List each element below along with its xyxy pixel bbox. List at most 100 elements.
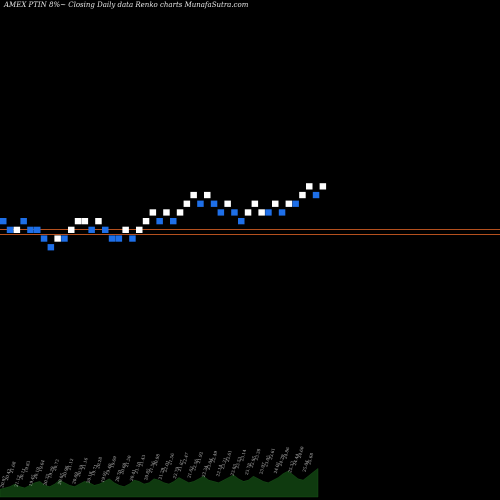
tick-label: 23.78 [244, 462, 252, 475]
renko-brick-down [238, 218, 245, 225]
tick-label: 20.73 [52, 458, 60, 471]
tick-label: 23.14 [239, 449, 247, 462]
renko-brick-down [292, 200, 299, 207]
tick-label: 25.68 [306, 452, 314, 465]
renko-brick-up [142, 218, 150, 225]
tick-label: 19.64 [38, 459, 46, 472]
tick-label: 20.85 [143, 468, 151, 481]
tick-label: 21.43 [138, 454, 146, 467]
renko-brick-down [88, 226, 95, 233]
tick-label: 24.29 [278, 454, 286, 467]
renko-brick-down [27, 226, 34, 233]
renko-brick-down [156, 218, 163, 225]
tick-label: 20.39 [76, 464, 84, 477]
renko-brick-up [306, 183, 313, 190]
renko-brick-down [6, 226, 14, 233]
tick-label: 21.87 [177, 459, 185, 472]
renko-brick-up [81, 218, 89, 225]
tick-label: 21.12 [14, 474, 22, 487]
tick-label: 22.56 [191, 458, 199, 471]
tick-label: 22.47 [182, 452, 190, 465]
renko-brick-up [319, 183, 327, 190]
tick-label: 23.03 [230, 463, 238, 476]
tick-label: 22.01 [162, 460, 170, 473]
tick-label: 19.71 [90, 463, 98, 476]
renko-brick-down [20, 218, 27, 225]
renko-brick-up [163, 209, 170, 216]
renko-brick-up [244, 209, 252, 216]
renko-brick-up [136, 226, 143, 233]
tick-label: 23.53 [234, 456, 242, 469]
tick-label: 23.61 [268, 447, 276, 460]
tick-label: 20.41 [129, 468, 137, 481]
renko-brick-down [115, 235, 123, 242]
renko-brick-up [272, 200, 279, 207]
renko-brick-down [47, 244, 55, 251]
renko-brick-up [176, 209, 184, 216]
renko-brick-down [278, 209, 286, 216]
tick-label: 20.96 [62, 465, 70, 478]
tick-label: 24.60 [297, 446, 305, 459]
chart-title: AMEX PTIN 8%~ Closing Daily data Renko c… [3, 1, 249, 9]
tick-label: 25.33 [287, 460, 295, 473]
tick-label: 19.69 [110, 455, 118, 468]
renko-brick-up [74, 218, 82, 225]
tick-label: 21.92 [196, 451, 204, 464]
tick-label: 23.05 [263, 454, 271, 467]
tick-label: 20.42 [4, 468, 12, 481]
volume-area [0, 467, 319, 498]
tick-label: 21.50 [124, 455, 132, 468]
renko-brick-up [190, 191, 197, 199]
renko-brick-down [231, 209, 238, 216]
tick-label: 21.12 [66, 458, 74, 471]
renko-brick-down [34, 226, 41, 233]
tick-label: 19.45 [28, 474, 36, 487]
tick-label: 23.38 [254, 448, 262, 461]
renko-brick-up [299, 191, 306, 199]
renko-brick-down [40, 235, 48, 242]
renko-brick-up [95, 218, 102, 225]
renko-brick-up [68, 226, 75, 233]
renko-brick-up [149, 209, 157, 216]
tick-label: 19.29 [47, 466, 55, 479]
renko-brick-up [122, 226, 129, 233]
tick-label: 21.56 [148, 460, 156, 473]
tick-label: 24.01 [273, 461, 281, 474]
tick-label: 20.70 [114, 469, 122, 482]
renko-brick-down [170, 218, 177, 225]
tick-label: 24.44 [292, 453, 300, 466]
renko-brick-down [217, 209, 225, 216]
tick-label: 22.14 [215, 464, 223, 477]
tick-label: 24.86 [282, 446, 290, 459]
renko-brick-up [251, 200, 259, 207]
tick-label: 21.29 [158, 467, 166, 480]
tick-label: 22.34 [201, 465, 209, 478]
renko-brick-down [61, 235, 68, 242]
renko-brick-up [54, 235, 61, 242]
tick-label: 23.04 [206, 457, 214, 470]
renko-brick-down [0, 218, 7, 225]
renko-brick-up [285, 200, 293, 207]
tick-label: 21.10 [134, 461, 142, 474]
tick-label: 22.61 [225, 449, 233, 462]
renko-brick-down [210, 200, 218, 207]
tick-label: 20.60 [119, 462, 127, 475]
tick-label: 21.68 [9, 461, 17, 474]
tick-label: 21.16 [81, 457, 89, 470]
tick-label: 22.49 [210, 450, 218, 463]
renko-brick-down [265, 209, 272, 216]
tick-label: 20.35 [42, 473, 50, 486]
renko-brick-down [312, 191, 320, 199]
tick-label: 20.28 [95, 456, 103, 469]
tick-label: 23.97 [258, 462, 266, 475]
tick-labels: 20.9720.4221.6821.1220.1119.8319.4520.19… [0, 446, 314, 489]
tick-label: 22.79 [172, 466, 180, 479]
renko-brick-down [102, 226, 109, 233]
tick-label: 25.04 [302, 459, 310, 472]
volume-area-path [0, 467, 319, 498]
tick-label: 21.63 [186, 465, 194, 478]
tick-label: 19.91 [100, 470, 108, 483]
tick-label: 21.56 [167, 452, 175, 465]
